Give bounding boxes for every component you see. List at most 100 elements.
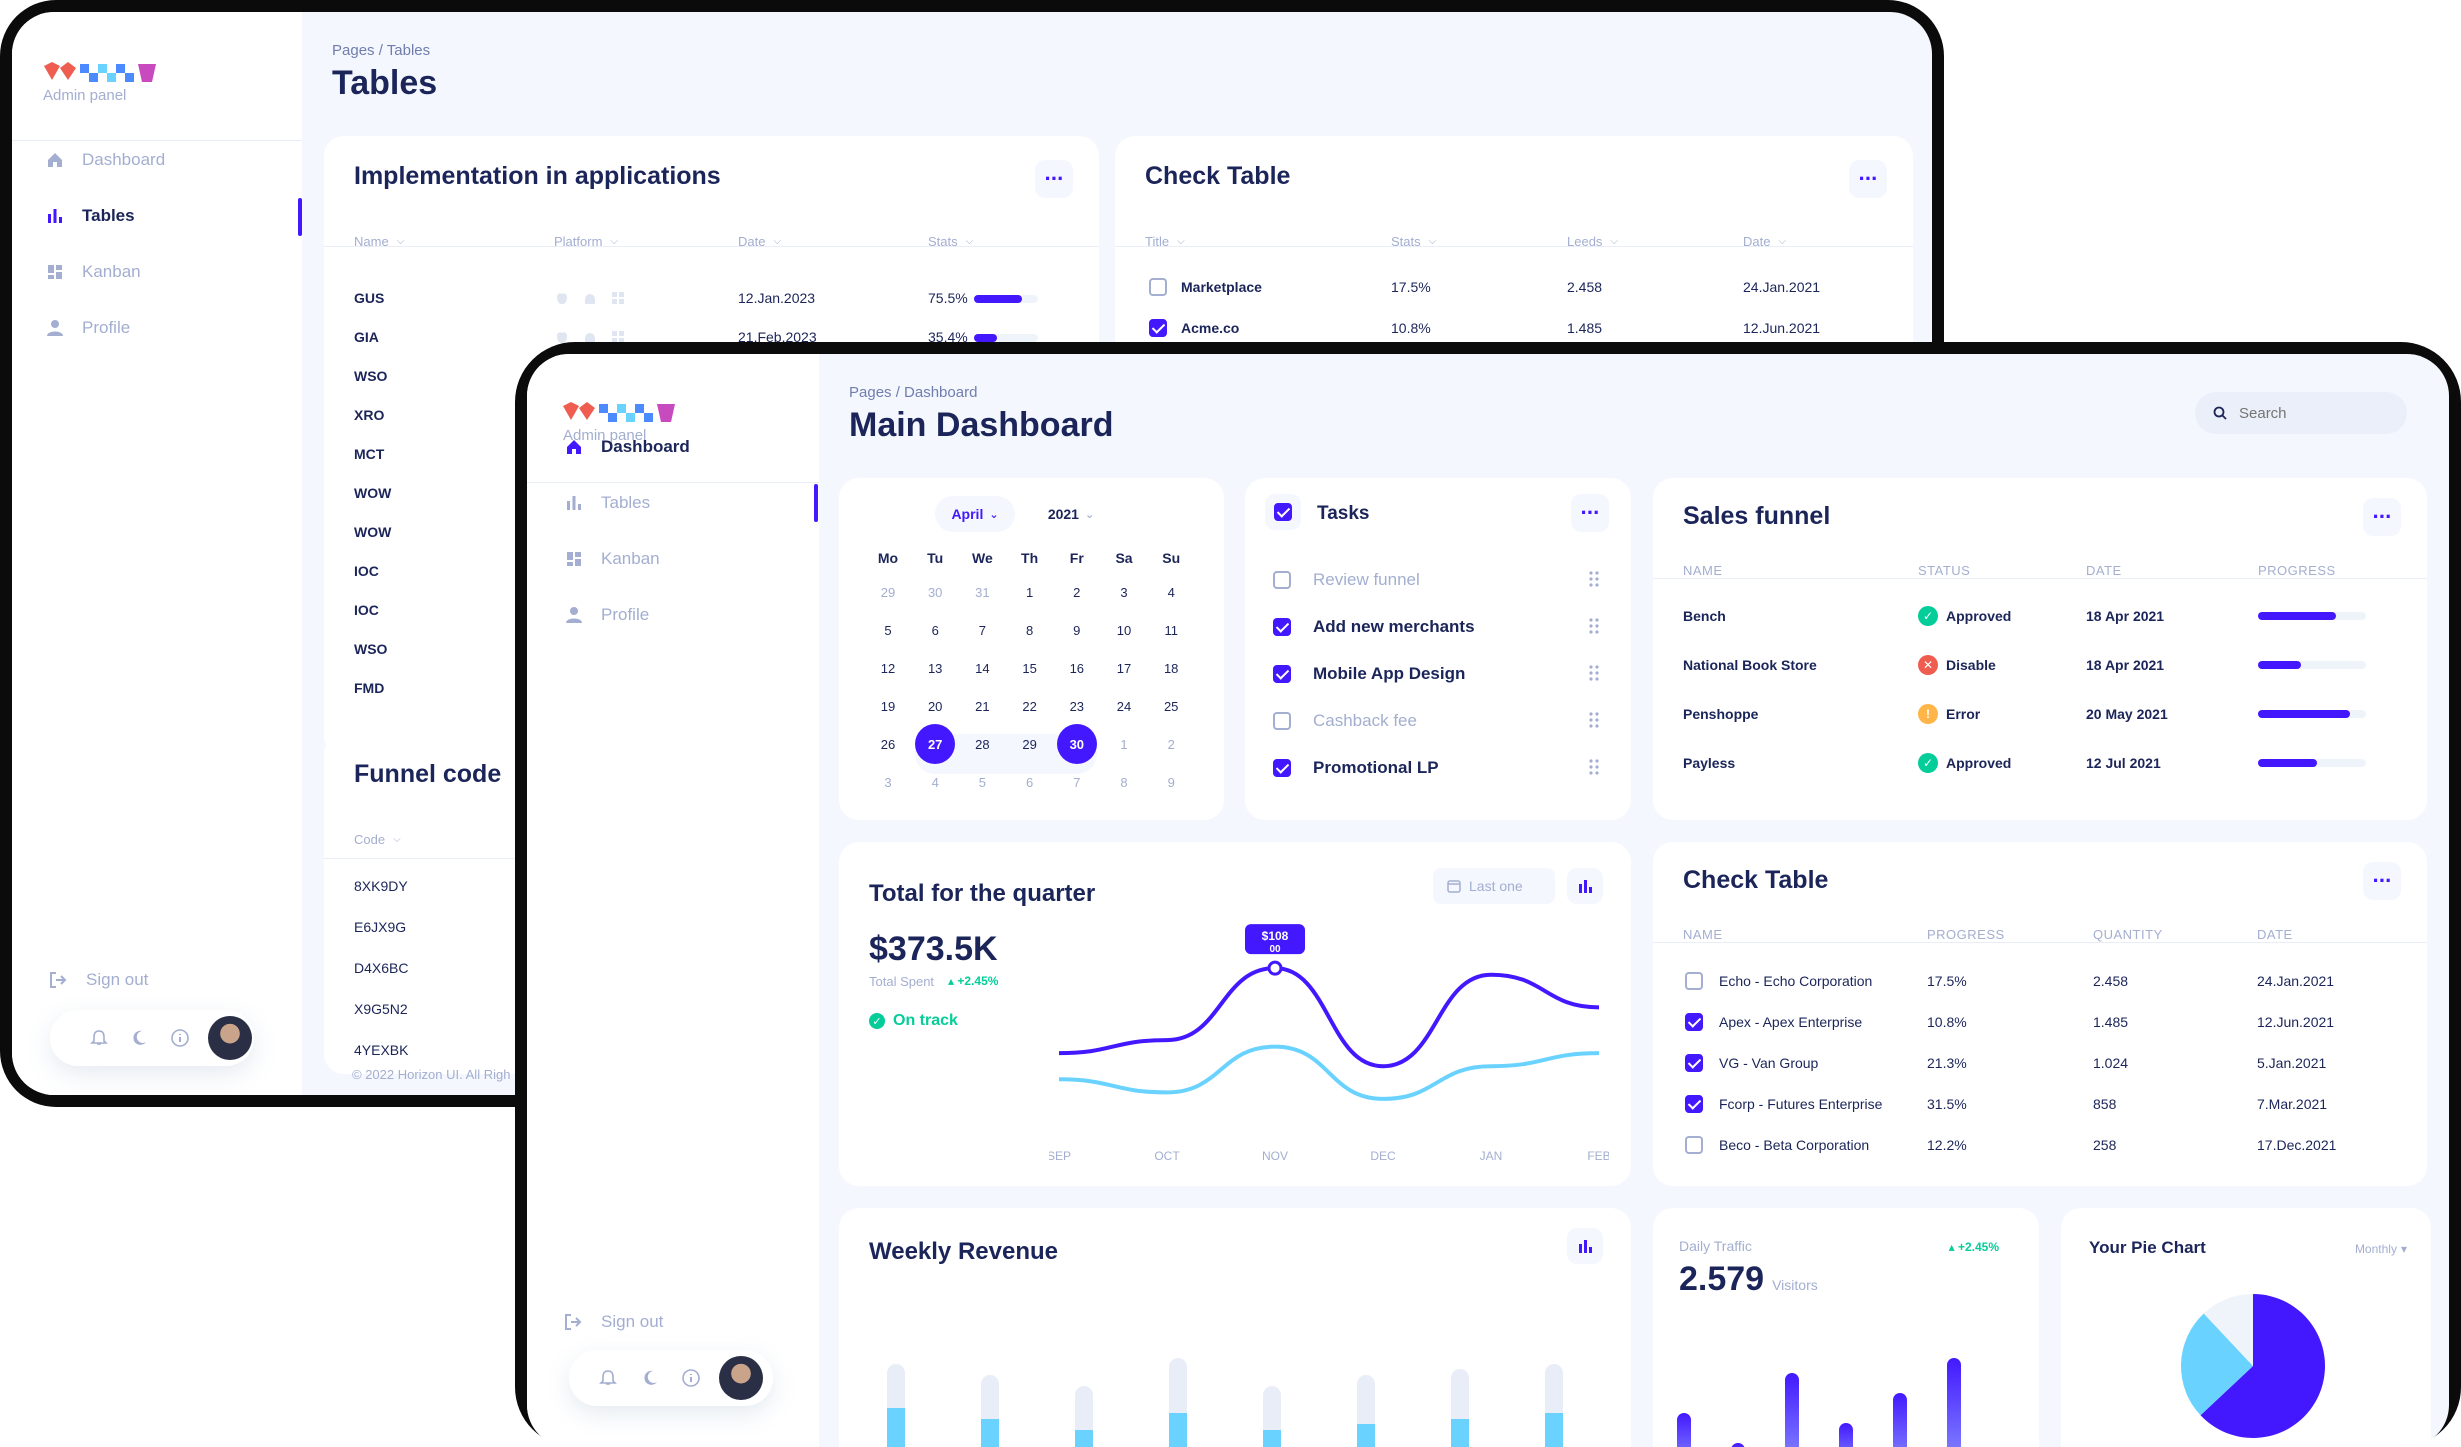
front-nav-profile[interactable]: Profile (565, 605, 649, 625)
calendar-day[interactable]: 16 (1069, 660, 1085, 676)
tasks-more-button[interactable]: ··· (1571, 494, 1609, 532)
tooltip-point[interactable] (1267, 960, 1283, 976)
calendar-day[interactable]: 4 (1167, 584, 1175, 600)
back-nav-kanban[interactable]: Kanban (46, 262, 141, 282)
calendar-day[interactable]: 1 (1025, 584, 1034, 600)
front-nav-tables[interactable]: Tables (565, 493, 650, 513)
back-check-header-stats[interactable]: Stats ⌵ (1391, 234, 1436, 249)
back-impl-header-platform[interactable]: Platform ⌵ (554, 234, 618, 249)
back-nav-dashboard[interactable]: Dashboard (46, 150, 165, 170)
calendar-day[interactable]: 3 (1120, 584, 1128, 600)
calendar-day[interactable]: 14 (975, 660, 990, 676)
calendar-day[interactable]: 1 (1120, 736, 1128, 752)
moon-icon[interactable] (130, 1029, 148, 1047)
chevron-down-icon[interactable]: ⌵ (393, 834, 401, 845)
calendar-day[interactable]: 7 (1073, 774, 1081, 790)
front-avatar[interactable] (719, 1356, 763, 1400)
calendar-day[interactable]: 17 (1116, 660, 1132, 676)
row-checkbox[interactable] (1685, 972, 1703, 990)
drag-handle-icon[interactable] (1589, 759, 1599, 775)
back-check-more-button[interactable]: ··· (1849, 160, 1887, 198)
back-impl-header-date[interactable]: Date ⌵ (738, 234, 781, 249)
calendar-day[interactable]: 24 (1116, 698, 1132, 714)
calendar-day[interactable]: 11 (1164, 622, 1178, 638)
bell-icon[interactable] (90, 1029, 108, 1047)
row-checkbox[interactable] (1685, 1136, 1703, 1154)
calendar-day[interactable]: 10 (1116, 622, 1132, 638)
calendar-day[interactable]: 29 (1022, 736, 1037, 752)
back-check-header-leeds[interactable]: Leeds ⌵ (1567, 234, 1618, 249)
task-checkbox[interactable] (1273, 618, 1291, 636)
back-check-header-date[interactable]: Date ⌵ (1743, 234, 1786, 249)
front-nav-kanban[interactable]: Kanban (565, 549, 660, 569)
search-bar[interactable] (2195, 392, 2407, 434)
calendar-day[interactable]: 2 (1167, 736, 1175, 752)
calendar-day[interactable]: 27 (915, 724, 956, 764)
calendar-day[interactable]: 9 (1073, 622, 1081, 638)
range-button[interactable]: Last one (1433, 868, 1555, 904)
row-checkbox[interactable] (1685, 1054, 1703, 1072)
drag-handle-icon[interactable] (1589, 618, 1599, 634)
traffic-bar[interactable] (1893, 1393, 1907, 1447)
moon-icon[interactable] (641, 1369, 659, 1387)
tasks-header-checkbox[interactable] (1265, 494, 1301, 530)
drag-handle-icon[interactable] (1589, 571, 1599, 587)
back-nav-tables[interactable]: Tables (46, 206, 135, 226)
traffic-bar[interactable] (1785, 1373, 1799, 1447)
drag-handle-icon[interactable] (1589, 665, 1599, 681)
task-checkbox[interactable] (1273, 571, 1291, 589)
traffic-bar[interactable] (1947, 1358, 1961, 1447)
back-nav-profile[interactable]: Profile (46, 318, 130, 338)
calendar-day[interactable]: 21 (975, 698, 990, 714)
calendar-day[interactable]: 23 (1069, 698, 1085, 714)
calendar-day[interactable]: 4 (931, 774, 939, 790)
front-nav-dashboard[interactable]: Dashboard (565, 437, 690, 457)
front-sign-out-link[interactable]: Sign out (563, 1312, 663, 1332)
calendar-day[interactable]: 22 (1022, 698, 1037, 714)
task-item[interactable]: Cashback fee (1273, 711, 1417, 731)
task-item[interactable]: Promotional LP (1273, 758, 1439, 778)
check-table-more-button[interactable]: ··· (2363, 862, 2401, 900)
traffic-bar[interactable] (1839, 1423, 1853, 1447)
back-impl-header-name[interactable]: Name ⌵ (354, 234, 404, 249)
task-checkbox[interactable] (1273, 665, 1291, 683)
task-item[interactable]: Mobile App Design (1273, 664, 1465, 684)
calendar-day[interactable]: 20 (927, 698, 943, 714)
row-checkbox[interactable] (1685, 1095, 1703, 1113)
calendar-day[interactable]: 26 (880, 736, 896, 752)
task-item[interactable]: Review funnel (1273, 570, 1420, 590)
task-checkbox[interactable] (1273, 712, 1291, 730)
sales-funnel-more-button[interactable]: ··· (2363, 498, 2401, 536)
calendar-day[interactable]: 3 (884, 774, 892, 790)
calendar-day[interactable]: 15 (1022, 660, 1037, 676)
calendar-day[interactable]: 5 (884, 622, 892, 638)
weekly-chart-button[interactable] (1567, 1228, 1603, 1264)
calendar-day[interactable]: 9 (1167, 774, 1175, 790)
year-select[interactable]: 2021 ⌄ (1039, 496, 1103, 532)
pie-period-select[interactable]: Monthly ▾ (2355, 1242, 2407, 1256)
info-icon[interactable] (170, 1028, 190, 1048)
calendar-day[interactable]: 19 (880, 698, 896, 714)
calendar-day[interactable]: 25 (1163, 698, 1179, 714)
row-checkbox[interactable] (1149, 319, 1167, 337)
row-checkbox[interactable] (1685, 1013, 1703, 1031)
quarter-chart-button[interactable] (1567, 868, 1603, 904)
traffic-bar[interactable] (1731, 1443, 1745, 1447)
bell-icon[interactable] (599, 1369, 617, 1387)
calendar-day[interactable]: 18 (1163, 660, 1179, 676)
calendar-day[interactable]: 7 (978, 622, 986, 638)
calendar-day[interactable]: 31 (975, 584, 990, 600)
calendar-day[interactable]: 5 (978, 774, 986, 790)
calendar-day[interactable]: 6 (1025, 774, 1034, 790)
month-select[interactable]: April ⌄ (935, 496, 1015, 532)
calendar-day[interactable]: 30 (1056, 724, 1097, 764)
back-check-header-title[interactable]: Title ⌵ (1145, 234, 1185, 249)
calendar-day[interactable]: 28 (975, 736, 990, 752)
task-item[interactable]: Add new merchants (1273, 617, 1475, 637)
info-icon[interactable] (681, 1368, 701, 1388)
calendar-day[interactable]: 2 (1073, 584, 1081, 600)
search-input[interactable] (2237, 403, 2391, 423)
calendar-day[interactable]: 30 (927, 584, 943, 600)
calendar-day[interactable]: 8 (1025, 622, 1034, 638)
back-avatar[interactable] (208, 1016, 252, 1060)
